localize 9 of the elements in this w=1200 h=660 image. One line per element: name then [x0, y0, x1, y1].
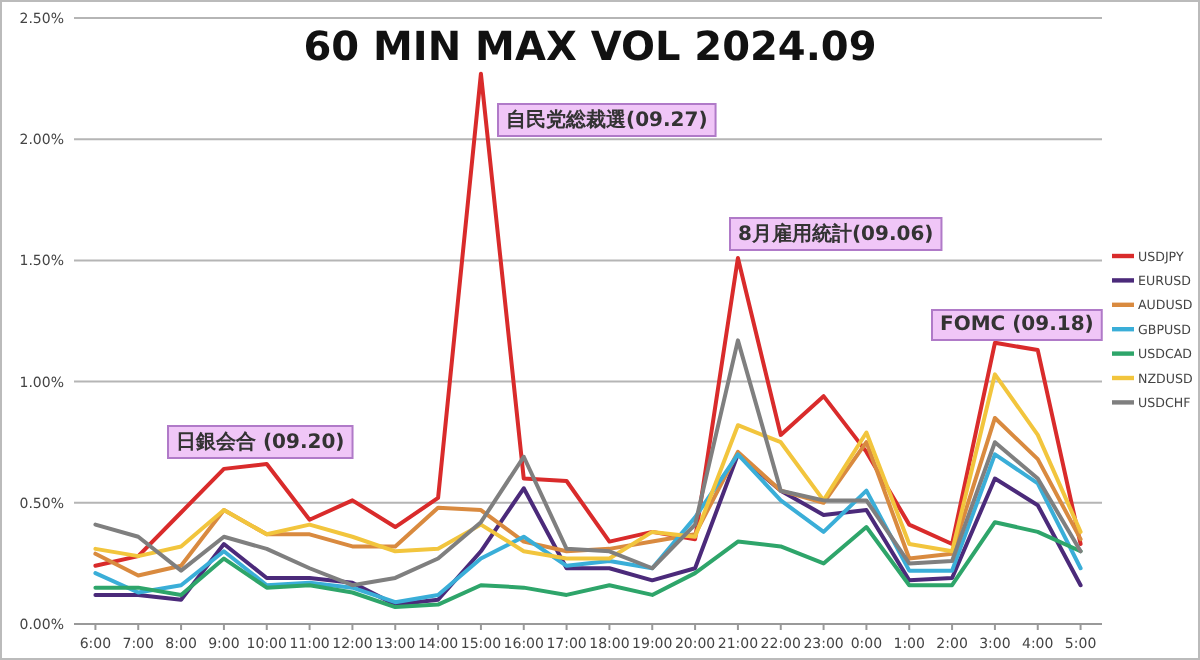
annotation: 日銀会合 (09.20)	[176, 430, 345, 454]
annotation: 自民党総裁選(09.27)	[506, 108, 708, 132]
chart-title: 60 MIN MAX VOL 2024.09	[303, 22, 877, 70]
line-series	[93, 415, 1083, 578]
line-series	[93, 520, 1083, 610]
annotation: FOMC (09.18)	[940, 314, 1094, 336]
annotation: 8月雇用統計(09.06)	[738, 222, 934, 246]
line-series	[93, 338, 1083, 588]
line-series	[93, 372, 1083, 561]
